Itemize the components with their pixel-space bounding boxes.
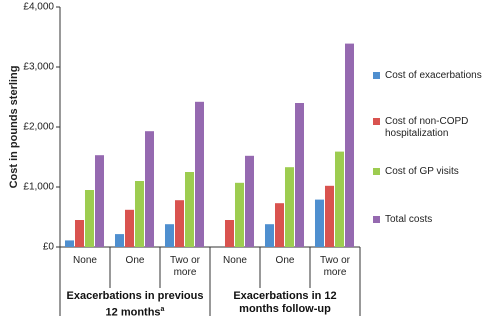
bar [325, 185, 334, 247]
bar [245, 155, 254, 247]
bar [345, 43, 354, 247]
x-tick-label: None [73, 255, 97, 266]
bar [85, 190, 94, 247]
y-tick-label: £3,000 [23, 62, 54, 73]
legend-item: Total costs [373, 214, 497, 226]
bar [75, 220, 84, 247]
x-tick-label: Two or more [319, 255, 350, 278]
legend-item: Cost of exacerbations [373, 70, 497, 82]
bar [95, 155, 104, 247]
y-tick-label: £2,000 [23, 122, 54, 133]
legend-label: Cost of GP visits [385, 166, 459, 177]
y-tick-label: £1,000 [23, 182, 54, 193]
bar [265, 224, 274, 247]
x-tick-label: None [223, 255, 247, 266]
bar [185, 172, 194, 247]
bar [295, 103, 304, 247]
bar [135, 181, 144, 247]
bar [235, 182, 244, 247]
legend-swatch [373, 216, 380, 223]
group-label: Exacerbations in 12 months follow-up [212, 290, 358, 316]
x-tick-label: One [275, 255, 295, 266]
bar [175, 200, 184, 247]
legend-item: Cost of GP visits [373, 166, 497, 178]
footnote-mark: a [160, 306, 165, 313]
legend-swatch [373, 118, 380, 125]
legend-swatch [373, 72, 380, 79]
bar [125, 209, 134, 247]
y-tick-label: £0 [43, 242, 55, 253]
bar [115, 234, 124, 247]
y-axis-title: Cost in pounds sterling [8, 66, 20, 189]
legend-item: Cost of non-COPD hospitalization [373, 116, 497, 140]
x-tick-label: Two or more [169, 255, 200, 278]
bar [335, 151, 344, 247]
bar [275, 203, 284, 247]
x-tick-label: One [125, 255, 145, 266]
bar [315, 199, 324, 247]
y-tick-label: £4,000 [23, 2, 54, 13]
group-name: Exacerbations in 12 months follow-up [233, 290, 337, 315]
legend-swatch [373, 168, 380, 175]
bar [145, 131, 154, 247]
bar [65, 240, 74, 247]
bar [195, 101, 204, 247]
bar [285, 167, 294, 247]
legend-label: Cost of exacerbations [385, 70, 482, 81]
legend-label: Cost of non-COPD hospitalization [385, 116, 469, 139]
group-label: Exacerbations in previous 12 monthsa [62, 290, 208, 316]
legend-label: Total costs [385, 214, 433, 225]
group-name: Exacerbations in previous 12 months [66, 290, 204, 316]
bar [165, 224, 174, 247]
bar [225, 220, 234, 247]
